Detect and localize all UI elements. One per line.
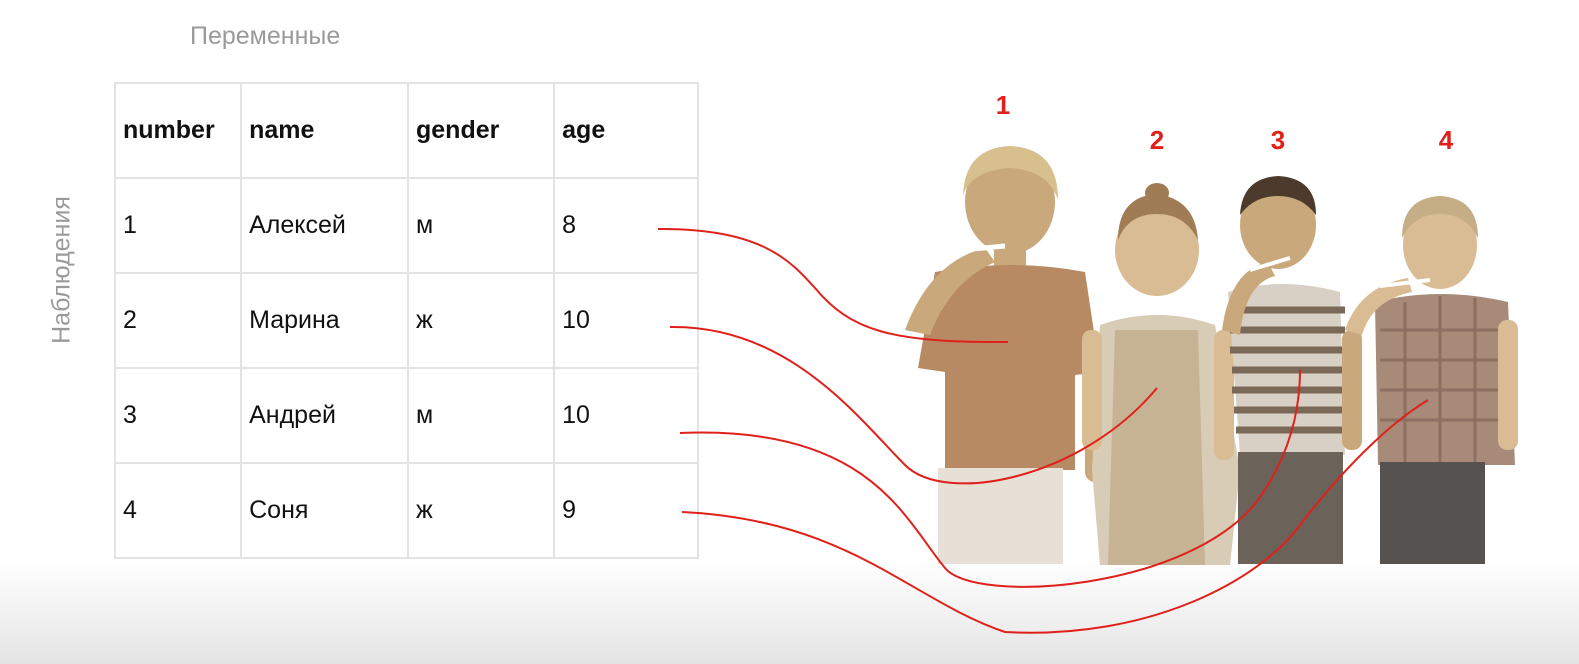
cell-gender: ж [406, 272, 556, 369]
cell-gender: ж [406, 462, 556, 559]
cell-number: 2 [113, 272, 243, 369]
cell-age: 10 [553, 272, 699, 369]
child-figure-1 [905, 146, 1109, 564]
cell-age: 8 [553, 177, 699, 274]
table-row: 1 Алексей м 8 [113, 177, 699, 274]
column-header-name: name [240, 82, 409, 179]
cell-age: 9 [553, 462, 699, 559]
cell-age: 10 [553, 367, 699, 464]
child-figure-4 [1345, 196, 1518, 564]
connector-row-1 [657, 227, 1009, 344]
cell-name: Андрей [240, 367, 409, 464]
column-header-age: age [553, 82, 699, 179]
child-number-4: 4 [1439, 125, 1454, 155]
column-header-number: number [113, 82, 243, 179]
variables-label: Переменные [190, 22, 341, 50]
connector-row-2 [669, 325, 1158, 485]
child-number-2: 2 [1150, 125, 1164, 155]
connector-row-3 [679, 369, 1301, 588]
column-header-gender: gender [406, 82, 556, 179]
bottom-gradient [0, 560, 1579, 664]
cell-name: Марина [240, 272, 409, 369]
cell-number: 1 [113, 177, 243, 274]
table-header-row: number name gender age [113, 82, 699, 179]
child-figure-3 [1222, 176, 1362, 564]
connector-row-4 [681, 399, 1429, 634]
child-figure-2 [1082, 183, 1240, 565]
cell-number: 4 [113, 462, 243, 559]
child-number-1: 1 [996, 90, 1010, 120]
cell-name: Соня [240, 462, 409, 559]
cell-gender: м [406, 177, 556, 274]
cell-name: Алексей [240, 177, 409, 274]
child-number-3: 3 [1271, 125, 1285, 155]
table-row: 4 Соня ж 9 [113, 462, 699, 559]
connectors [657, 227, 1429, 634]
table-row: 2 Марина ж 10 [113, 272, 699, 369]
cell-number: 3 [113, 367, 243, 464]
table-row: 3 Андрей м 10 [113, 367, 699, 464]
cell-gender: м [406, 367, 556, 464]
data-table: number name gender age 1 Алексей м 8 2 М… [113, 82, 699, 559]
